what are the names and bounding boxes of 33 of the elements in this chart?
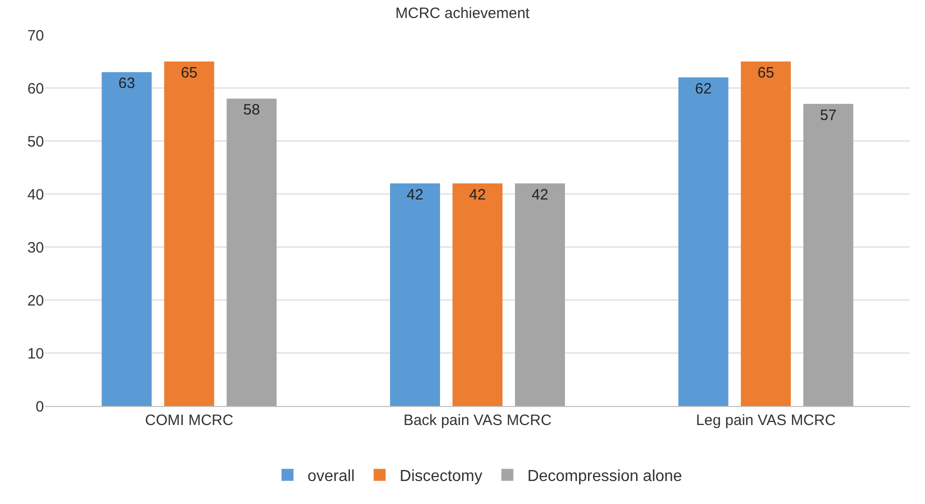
- data-label: 65: [180, 64, 198, 82]
- bar: [102, 72, 152, 406]
- data-label: 65: [757, 64, 774, 82]
- data-label: 42: [469, 186, 486, 204]
- bar: [452, 183, 502, 406]
- y-tick-label: 30: [27, 239, 44, 256]
- y-tick-label: 20: [27, 292, 44, 310]
- bar: [164, 62, 214, 406]
- data-label: 57: [820, 106, 837, 124]
- legend-label: Decompression alone: [527, 468, 682, 486]
- x-tick-label: Leg pain VAS MCRC: [696, 412, 836, 429]
- data-label: 42: [406, 186, 424, 204]
- x-tick-label: COMI MCRC: [145, 412, 234, 429]
- y-tick-label: 0: [36, 398, 44, 416]
- bar: [390, 183, 440, 406]
- bar: [740, 62, 791, 406]
- y-tick-label: 40: [27, 186, 44, 204]
- data-label: 58: [243, 102, 260, 119]
- data-label: 62: [695, 80, 712, 98]
- y-tick-label: 10: [27, 345, 44, 362]
- bar: [514, 183, 565, 406]
- legend-label: overall: [308, 468, 355, 486]
- bar: [803, 104, 854, 406]
- y-tick-label: 70: [27, 27, 44, 44]
- bar: [226, 98, 277, 406]
- y-tick-label: 50: [27, 133, 44, 150]
- data-label: 42: [532, 186, 548, 204]
- x-tick-label: Back pain VAS MCRC: [403, 412, 552, 429]
- data-label: 63: [118, 75, 136, 92]
- chart-title: MCRC achievement: [395, 5, 530, 22]
- legend-label: Discectomy: [400, 468, 482, 486]
- y-tick-label: 60: [27, 80, 44, 98]
- bar: [678, 77, 728, 406]
